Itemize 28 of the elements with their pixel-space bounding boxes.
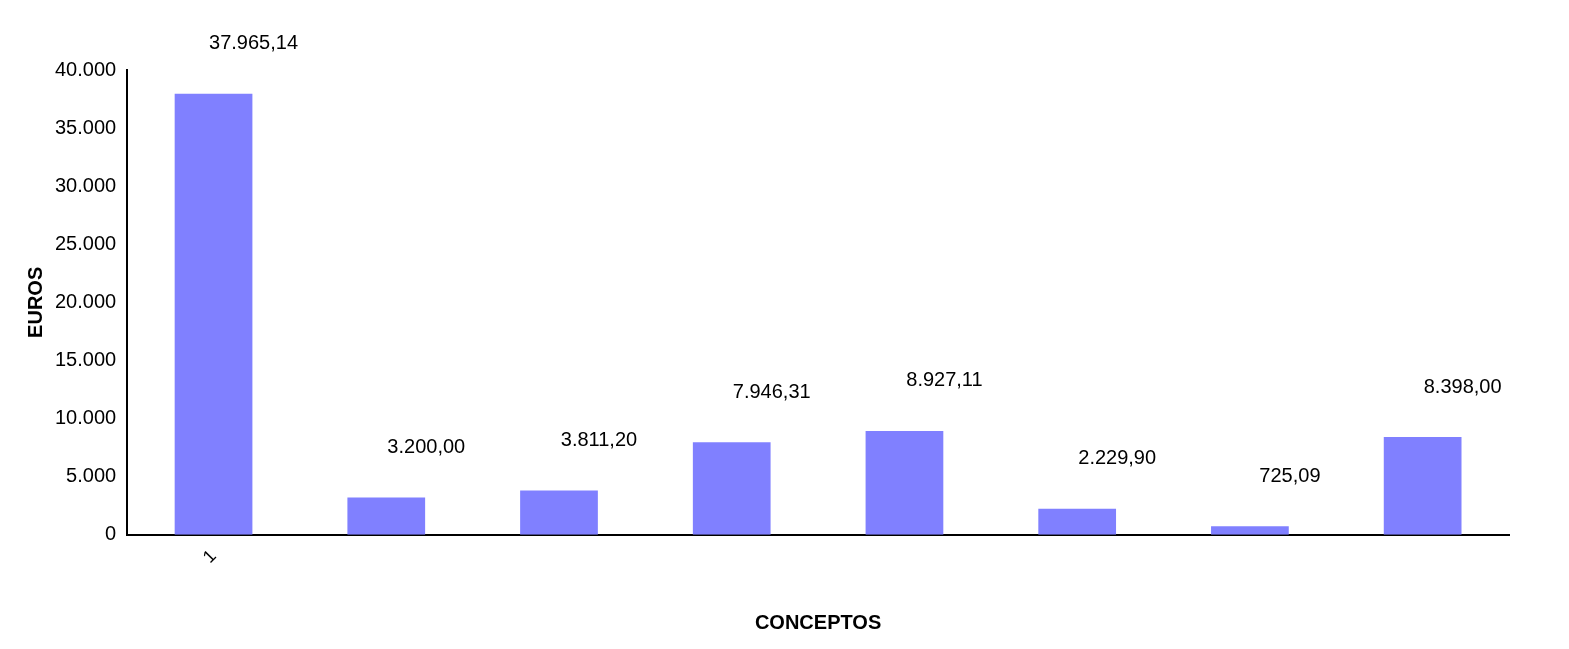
bar <box>347 497 426 535</box>
y-tick-label: 30.000 <box>55 173 117 196</box>
data-label: 7.946,31 <box>732 379 811 402</box>
data-label: 8.927,11 <box>906 368 983 391</box>
y-axis-title: EUROS <box>23 266 46 338</box>
y-tick-label: 20.000 <box>55 289 117 312</box>
data-label: 8.398,00 <box>1423 374 1502 397</box>
data-label: 725,09 <box>1259 463 1321 486</box>
y-tick-label: 5.000 <box>66 464 117 487</box>
x-tick-label: 1 <box>198 545 220 567</box>
y-tick-label: 15.000 <box>55 347 117 370</box>
y-tick-label: 35.000 <box>55 115 117 138</box>
bar <box>1383 437 1462 535</box>
data-label: 3.811,20 <box>560 427 638 450</box>
bar <box>174 93 253 535</box>
y-tick-label: 0 <box>105 522 117 545</box>
bar <box>520 490 598 535</box>
data-label: 2.229,90 <box>1078 446 1157 469</box>
x-axis-title: CONCEPTOS <box>754 610 882 633</box>
bar <box>692 442 771 535</box>
y-tick-label: 10.000 <box>55 406 117 428</box>
data-label: 3.200,00 <box>387 434 466 457</box>
bar <box>1038 508 1117 535</box>
y-tick-label: 40.000 <box>55 57 117 80</box>
bar <box>1211 526 1289 535</box>
bar <box>865 430 944 535</box>
data-label: 37.965,14 <box>209 31 299 54</box>
y-tick-label: 25.000 <box>55 231 117 254</box>
